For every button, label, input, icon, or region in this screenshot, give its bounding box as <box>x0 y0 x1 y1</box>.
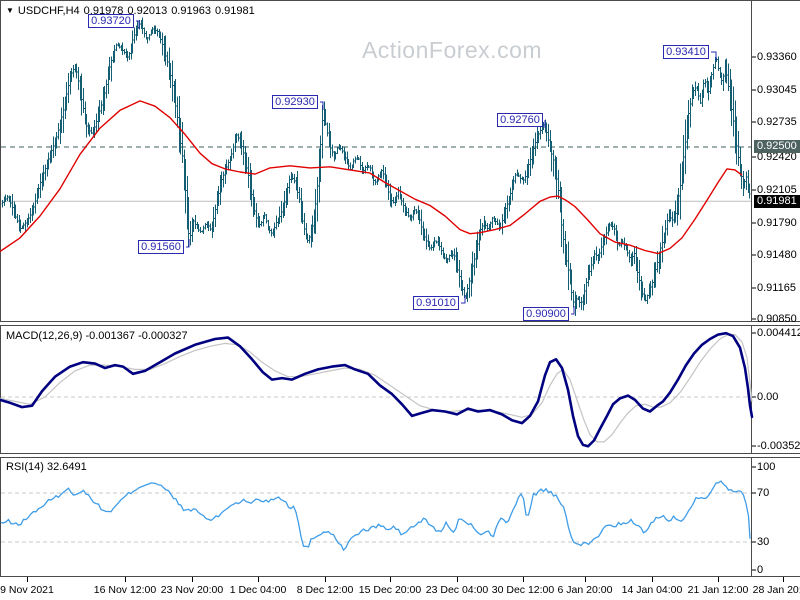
swing-label-connector <box>186 239 190 248</box>
ohlc-high: 0.92013 <box>127 5 168 17</box>
bid-price-tag: 0.91981 <box>754 194 800 208</box>
rsi-axis-label: 30 <box>757 536 770 548</box>
panel-border-2 <box>0 457 752 577</box>
swing-price-label-0.93720[interactable]: 0.93720 <box>88 14 134 28</box>
swing-label-connector <box>711 51 717 60</box>
rsi-axis-label: 100 <box>757 461 776 473</box>
symbol-info-bar: ▼ USDCHF,H4 0.91978 0.92013 0.91963 0.91981 <box>6 5 259 17</box>
price-axis-label: 0.92105 <box>757 184 797 196</box>
time-axis-label: 16 Nov 12:00 <box>93 584 157 596</box>
time-axis-label: 23 Nov 20:00 <box>160 584 224 596</box>
swing-price-label-0.93410[interactable]: 0.93410 <box>663 45 709 59</box>
resistance-price-tag: 0.92500 <box>754 140 800 154</box>
price-axis-label: 0.91790 <box>757 217 797 229</box>
ohlc-close: 0.91981 <box>214 5 255 17</box>
panel-border-1 <box>0 325 752 454</box>
macd-axis-label: 0.004412 <box>757 327 800 339</box>
moving-average-line <box>0 100 743 255</box>
ohlc-low: 0.91963 <box>171 5 211 17</box>
time-axis-label: 28 Jan 20:00 <box>752 584 800 596</box>
price-axis-label: 0.93045 <box>757 84 797 96</box>
swing-price-label-0.91010[interactable]: 0.91010 <box>413 296 459 310</box>
macd-indicator-label: MACD(12,26,9) -0.001367 -0.000327 <box>6 330 188 342</box>
watermark: ActionForex.com <box>361 37 543 63</box>
time-axis-label: 23 Dec 04:00 <box>425 584 489 596</box>
time-axis-label: 21 Jan 12:00 <box>687 584 749 596</box>
macd-axis-label: 0.00 <box>757 391 779 403</box>
price-axis-label: 0.92420 <box>757 151 797 163</box>
rsi-axis-label: 0 <box>757 564 764 576</box>
swing-price-label-0.92760[interactable]: 0.92760 <box>497 113 543 127</box>
swing-price-label-0.90900[interactable]: 0.90900 <box>523 307 569 321</box>
price-axis-label: 0.93360 <box>757 51 797 63</box>
macd-signal-line <box>0 334 753 443</box>
price-axis-label: 0.91165 <box>757 282 796 294</box>
price-axis-label: 0.91480 <box>757 249 797 261</box>
chevron-down-icon[interactable]: ▼ <box>6 6 14 15</box>
rsi-axis-label: 70 <box>757 487 770 499</box>
time-axis-label: 8 Dec 12:00 <box>296 584 354 596</box>
panel-border-0 <box>0 0 752 322</box>
rsi-indicator-label: RSI(14) 32.6491 <box>6 461 87 473</box>
ohlc-open: 0.91978 <box>83 5 124 17</box>
time-axis-label: 1 Dec 04:00 <box>229 584 287 596</box>
swing-label-connector <box>136 20 140 29</box>
macd-axis-label: -0.003528 <box>757 440 800 452</box>
swing-label-connector <box>461 295 466 304</box>
swing-price-label-0.91560[interactable]: 0.91560 <box>138 240 184 254</box>
price-axis-label: 0.92735 <box>757 116 797 128</box>
time-axis-label: 6 Jan 20:00 <box>557 584 613 596</box>
symbol-title: USDCHF,H4 <box>17 5 80 17</box>
rsi-line <box>0 480 751 552</box>
swing-price-label-0.92930[interactable]: 0.92930 <box>272 95 318 109</box>
time-axis-label: 9 Nov 2021 <box>0 584 54 596</box>
time-axis-label: 15 Dec 20:00 <box>358 584 422 596</box>
swing-label-connector <box>320 101 324 110</box>
swing-label-connector <box>571 306 575 315</box>
time-axis-label: 30 Dec 12:00 <box>491 584 555 596</box>
price-axis-label: 0.90850 <box>757 313 797 325</box>
macd-main-line <box>0 331 754 448</box>
time-axis-label: 14 Jan 04:00 <box>621 584 683 596</box>
